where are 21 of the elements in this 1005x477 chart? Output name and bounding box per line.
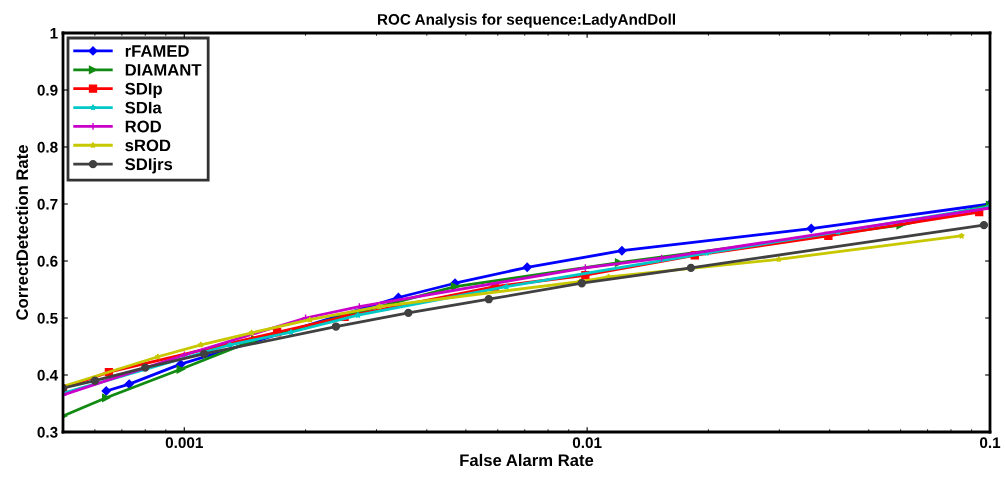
legend-label: ROD bbox=[125, 120, 161, 133]
legend-label: sROD bbox=[125, 139, 171, 152]
y-tick-label: 0.4 bbox=[37, 369, 59, 381]
y-axis-title: CorrectDetection Rate bbox=[15, 145, 29, 320]
legend-label: SDIp bbox=[125, 82, 162, 98]
legend-label: SDIa bbox=[125, 101, 162, 114]
x-tick-label: 0.001 bbox=[165, 437, 203, 449]
legend-label: SDIjrs bbox=[125, 157, 173, 174]
legend-label: DIAMANT bbox=[125, 64, 202, 76]
y-tick-label: 0.8 bbox=[37, 141, 58, 153]
y-tick-label: 0.3 bbox=[37, 426, 58, 438]
y-tick-label: 0.6 bbox=[37, 255, 58, 267]
y-tick-label: 0.7 bbox=[37, 198, 58, 210]
chart-title: ROC Analysis for sequence:LadyAndDoll bbox=[377, 13, 675, 28]
y-tick-label: 0.9 bbox=[37, 84, 58, 96]
y-tick-label: 0.5 bbox=[37, 312, 58, 324]
x-tick-label: 0.01 bbox=[572, 437, 602, 449]
y-tick-label: 1 bbox=[50, 28, 58, 39]
x-tick-label: 0.1 bbox=[979, 437, 1001, 449]
legend-label: rFAMED bbox=[125, 45, 189, 57]
x-axis-title: False Alarm Rate bbox=[460, 453, 594, 467]
